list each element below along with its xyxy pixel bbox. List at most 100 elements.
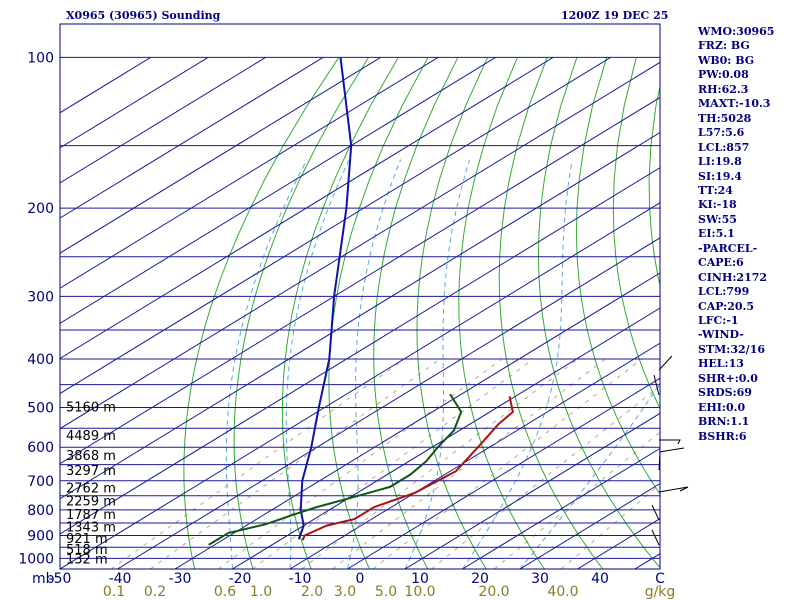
wind-barb <box>651 504 660 521</box>
wind-barbs <box>651 355 689 546</box>
mixing-ratio-line <box>431 385 660 569</box>
pressure-tick-label: 100 <box>27 50 54 66</box>
temperature-tick-label: 40 <box>591 571 609 587</box>
height-label: 3868 m <box>66 449 116 464</box>
stat-line: CAPE:6 <box>698 256 744 270</box>
isotherm-line <box>60 167 660 535</box>
time-label: 1200Z 19 DEC 25 <box>561 9 669 22</box>
isotherm-line <box>60 56 612 395</box>
moist-adiabat-line <box>347 159 402 569</box>
height-label: 518 m <box>66 543 108 558</box>
moist-adiabats <box>225 159 660 569</box>
isotherm-line <box>60 96 660 465</box>
temperature-tick-label: -20 <box>229 571 252 587</box>
temperature-tick-label: 10 <box>411 571 429 587</box>
pressure-unit-label: mb <box>32 571 55 587</box>
mixing-ratio-tick-label: 40.0 <box>547 584 578 600</box>
dry-adiabat-line <box>751 57 800 569</box>
stat-line: EI:5.1 <box>698 227 735 241</box>
stat-line: SHR+:0.0 <box>698 371 758 385</box>
stat-line: FRZ: BG <box>698 39 750 53</box>
moist-adiabat-line <box>404 159 471 569</box>
mixing-ratio-tick-label: 0.6 <box>214 584 236 600</box>
mixing-ratio-line <box>372 358 643 569</box>
height-label: 1343 m <box>66 521 116 536</box>
isotherm-line <box>174 272 660 569</box>
stat-line: TT:24 <box>698 183 733 197</box>
mixing-ratio-tick-label: 5.0 <box>375 584 397 600</box>
pressure-tick-label: 300 <box>27 289 54 305</box>
mixing-ratio-line <box>301 358 579 569</box>
wind-barb <box>658 486 689 493</box>
dry-adiabat-line <box>328 57 429 569</box>
parcel-curve <box>297 57 353 540</box>
isotherm-line <box>462 447 660 569</box>
height-label: 132 m <box>66 552 108 567</box>
wind-barb <box>659 439 681 445</box>
stat-line: MAXT:-10.3 <box>698 97 771 111</box>
stat-line: HEL:13 <box>698 357 744 371</box>
isotherm-line <box>60 56 382 254</box>
dry-adiabat-line <box>373 57 459 569</box>
mixing-ratio-tick-label: 10.0 <box>404 584 435 600</box>
stat-line: WB0: BG <box>698 53 755 67</box>
mixing-ratio-line <box>150 358 441 569</box>
isotherm-line <box>60 56 267 184</box>
moist-adiabat-line <box>462 159 573 569</box>
mixing-ratio-lines <box>110 358 660 569</box>
temperature-tick-label: -30 <box>169 571 192 587</box>
stat-line: EHI:0.0 <box>698 400 746 414</box>
height-label: 3297 m <box>66 464 116 479</box>
mixing-ratio-tick-label: 0.2 <box>144 584 166 600</box>
isotherm-line <box>232 307 660 569</box>
mixing-ratio-tick-label: 0.1 <box>103 584 125 600</box>
pressure-tick-label: 1000 <box>18 551 54 567</box>
height-label: 4489 m <box>66 429 116 444</box>
height-label: 5160 m <box>66 401 116 416</box>
stat-line: LI:19.8 <box>698 155 742 169</box>
dry-adiabat-line <box>458 57 545 569</box>
wind-barb <box>658 447 685 453</box>
wind-barb <box>651 529 660 546</box>
height-label: 2259 m <box>66 495 116 510</box>
isotherm-line <box>60 131 660 500</box>
mixing-ratio-line <box>110 358 405 569</box>
temperature-tick-label: -50 <box>49 571 72 587</box>
mixing-ratio-tick-label: 3.0 <box>334 584 356 600</box>
pressure-tick-label: 600 <box>27 440 54 456</box>
stat-line: SRDS:69 <box>698 386 752 400</box>
mixing-ratio-tick-label: 20.0 <box>478 584 509 600</box>
stat-line: LCL:799 <box>698 285 750 299</box>
dry-adiabat-line <box>233 57 370 569</box>
isotherm-line <box>60 56 324 219</box>
dry-adiabat-line <box>281 57 399 569</box>
pressure-tick-label: 500 <box>27 401 54 417</box>
wind-barb <box>658 355 673 371</box>
stat-line: KI:-18 <box>698 198 737 212</box>
mixing-ratio-tick-label: 1.0 <box>250 584 272 600</box>
temperature-tick-label: -40 <box>109 571 132 587</box>
moist-adiabat-line <box>225 159 308 569</box>
isobars <box>60 56 660 559</box>
temperature-tick-label: 20 <box>471 571 489 587</box>
stat-line: -PARCEL- <box>698 241 758 255</box>
stat-line: SI:19.4 <box>698 169 742 183</box>
dry-adiabat-line <box>783 57 800 569</box>
plot-frame <box>59 23 661 570</box>
stat-line: BRN:1.1 <box>698 415 750 429</box>
mixing-ratio-line <box>252 358 534 569</box>
isotherm-line <box>60 56 497 324</box>
stat-line: CAP:20.5 <box>698 299 755 313</box>
dry-adiabat-line <box>183 57 340 569</box>
stat-line: WMO:30965 <box>698 25 775 38</box>
moist-adiabat-line <box>285 159 350 569</box>
stat-line: L57:5.6 <box>698 126 745 140</box>
isotherm-line <box>347 377 660 569</box>
dry-adiabat-line <box>612 57 660 410</box>
temperature-tick-label: 30 <box>531 571 549 587</box>
height-label: 2762 m <box>66 481 116 496</box>
mixing-ratio-tick-label: 2.0 <box>301 584 323 600</box>
pressure-tick-label: 400 <box>27 352 54 368</box>
isotherms <box>60 56 660 569</box>
